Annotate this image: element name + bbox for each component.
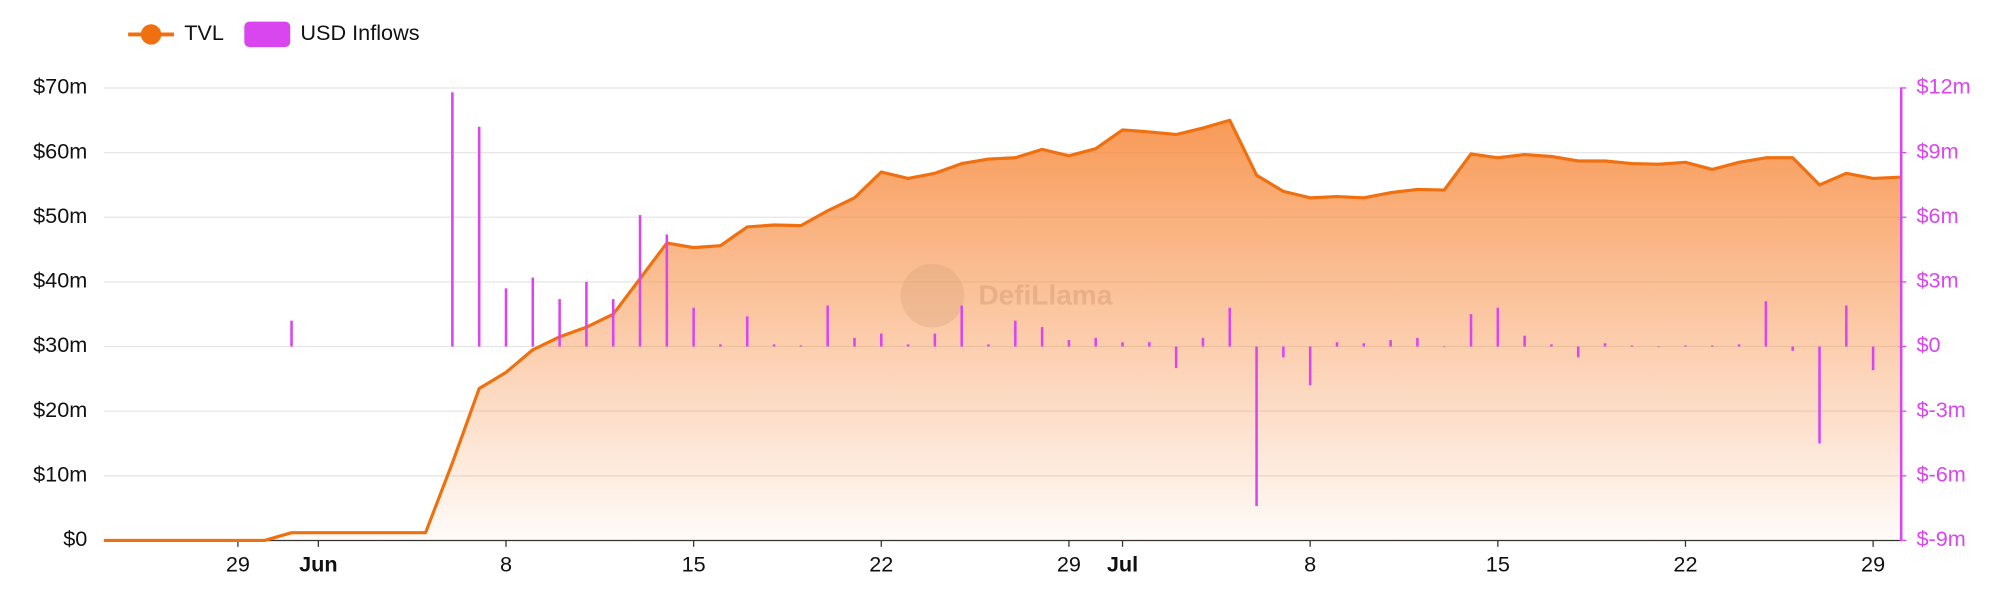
y-tick-label: $10m [33,462,87,487]
bar [1308,346,1312,386]
area-fill [103,120,1900,541]
y2-tick-label: $12m [1916,74,1970,99]
x-tick-label: Jul [1107,552,1138,577]
bar [1255,346,1258,506]
y-tick-label: $40m [33,268,87,293]
x-tick-label: 22 [869,552,893,577]
y-tick-label: $50m [33,203,87,228]
bar [1067,340,1071,347]
bar [1416,337,1419,347]
bar [799,345,803,347]
watermark-text: DefiLlama [978,279,1112,310]
bar [1228,307,1232,347]
y-tick-label: $0 [63,526,87,551]
y-tick-label: $20m [33,397,87,422]
bar [585,281,588,347]
bar [1576,346,1580,358]
bar [960,305,963,347]
legend-swatch [244,21,291,48]
bar [906,344,910,347]
bar [1630,345,1634,347]
bar [719,344,722,347]
legend-label: USD Inflows [300,20,419,45]
legend-label: TVL [184,20,224,45]
line [103,118,1900,543]
bar [853,337,856,347]
bar [745,316,749,347]
bar [1389,340,1392,347]
x-tick-label: 8 [500,552,512,577]
bar [1764,301,1768,347]
bar [531,277,535,347]
bar [1335,342,1339,347]
bar [477,126,481,347]
bar [692,307,695,347]
bar [558,299,561,347]
x-tick-label: 15 [1486,552,1510,577]
legend-swatch [140,24,162,45]
bar [1898,346,1902,348]
bar [1523,335,1526,347]
bar [1603,343,1607,347]
bar [290,320,293,347]
bar [1818,346,1821,444]
watermark: DefiLlama [900,263,1113,328]
x-tick-label: 29 [226,552,250,577]
bar [451,92,454,347]
bar [933,333,937,347]
bar [1014,320,1017,347]
bar [1711,345,1714,347]
x-tick-label: 8 [1304,552,1316,577]
bar [826,305,829,347]
bar [638,215,642,347]
bar [1040,327,1044,347]
bar [1201,337,1205,347]
y2-tick-label: $6m [1916,203,1958,228]
bar [1362,343,1366,347]
y-tick-label: $60m [33,138,87,163]
x-tick-label: 22 [1673,552,1697,577]
bar [1550,344,1553,347]
x-tick-label: 15 [682,552,706,577]
bar [1657,346,1660,348]
y2-tick-label: $0 [1916,332,1940,357]
bar [1148,342,1151,347]
bar [987,344,990,347]
y-tick-label: $70m [33,74,87,99]
bar [504,288,508,347]
bar [1121,342,1124,347]
y2-tick-label: $3m [1916,268,1958,293]
x-tick-label: 29 [1861,552,1885,577]
bar [665,234,669,347]
bar [1791,346,1794,351]
bar [1174,346,1178,369]
y2-tick-label: $9m [1916,138,1958,163]
bar [1737,344,1741,347]
bar [880,333,883,347]
bar [1442,346,1446,348]
bar [611,299,615,347]
bar [1684,345,1687,347]
bar [1871,346,1875,371]
bar [772,344,776,347]
y2-tick-label: $-6m [1916,462,1965,487]
x-tick-label: 29 [1057,552,1081,577]
bar [1845,305,1848,347]
bar [1282,346,1285,358]
y2-tick-label: $-9m [1916,526,1965,551]
y-tick-label: $30m [33,332,87,357]
bar [1094,337,1098,347]
y2-tick-label: $-3m [1916,397,1965,422]
x-tick-label: Jun [299,552,338,577]
bar [1469,314,1473,347]
bar [1496,307,1500,347]
